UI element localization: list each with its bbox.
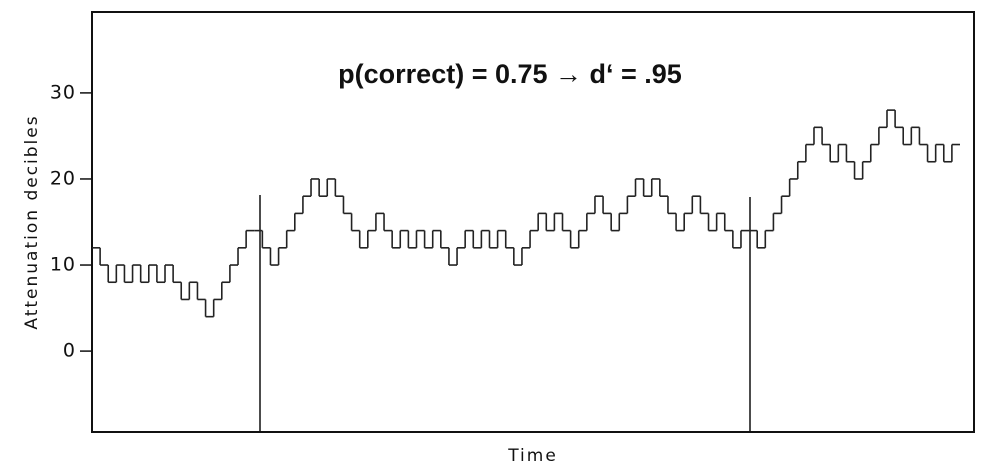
annotation: p(correct) = 0.75 → d‘ = .95: [338, 59, 682, 89]
y-axis-label: Attenuation decibles: [22, 114, 42, 329]
y-tick-label: 10: [50, 254, 76, 276]
x-axis-label: Time: [507, 446, 558, 466]
y-tick-label: 0: [63, 340, 76, 362]
plot-frame: [91, 11, 975, 433]
y-tick-label: 20: [50, 167, 76, 189]
y-tick-label: 30: [50, 81, 76, 103]
